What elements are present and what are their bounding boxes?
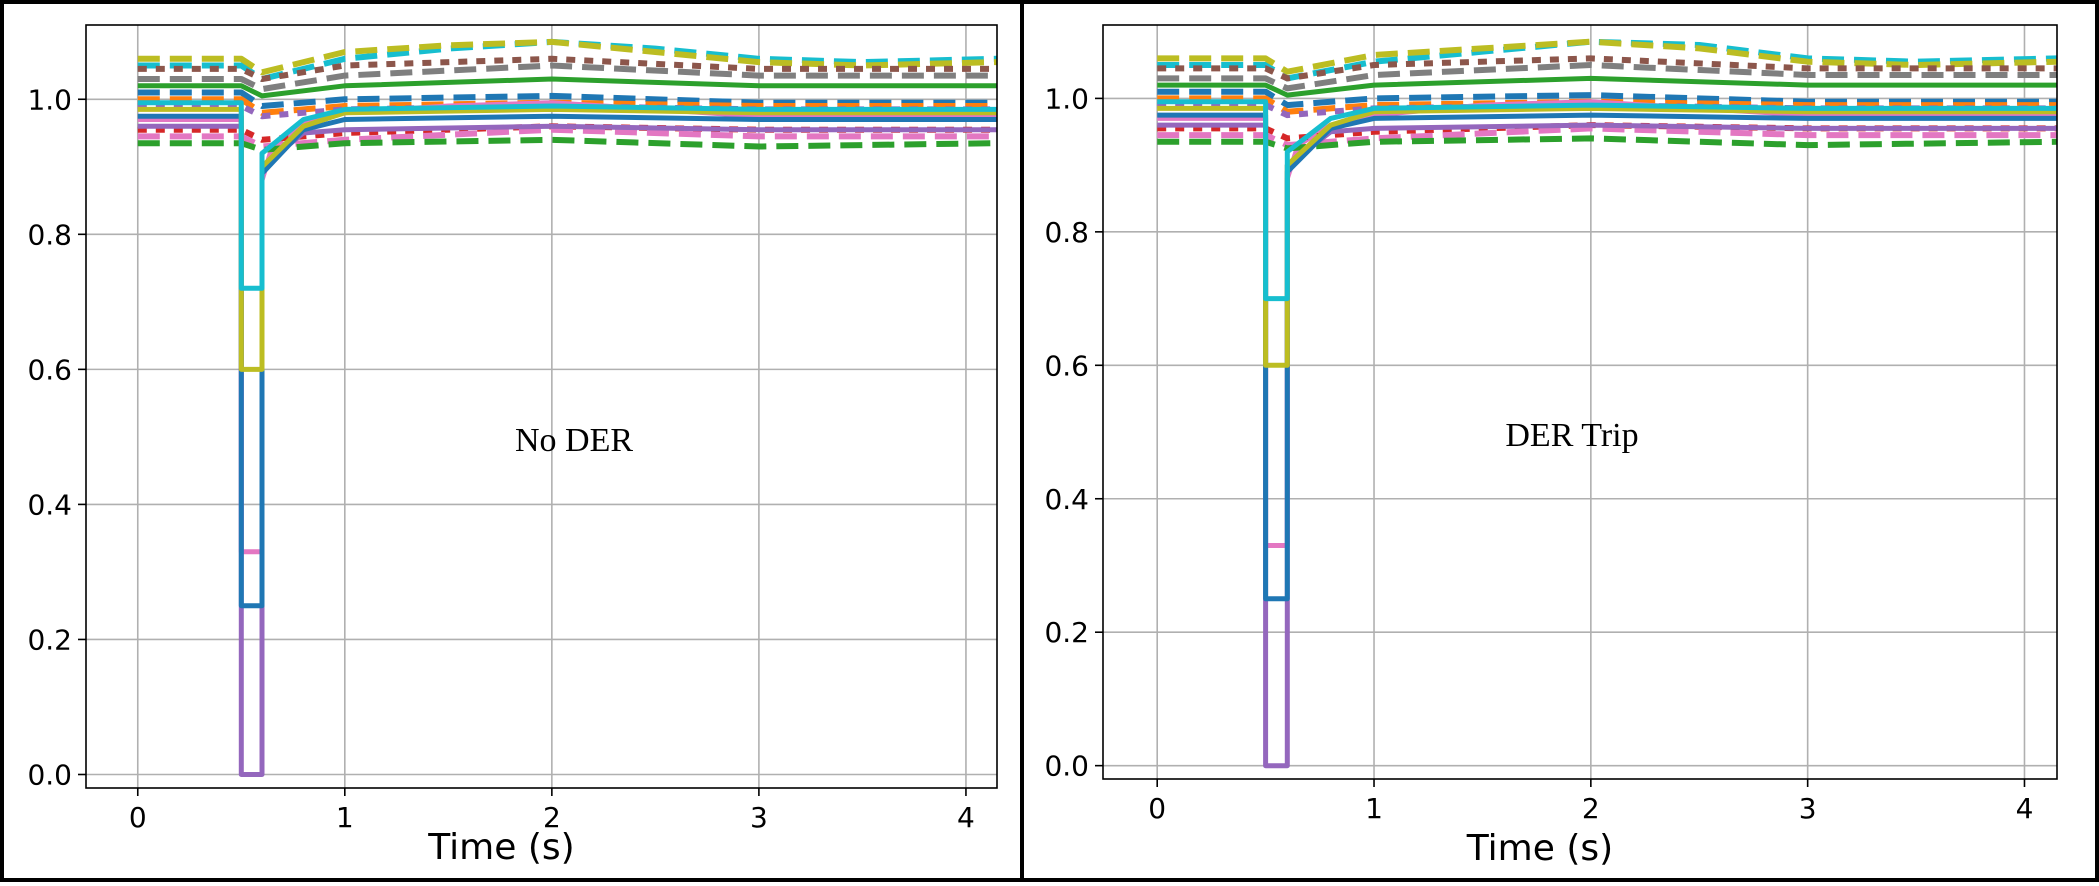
chart-0-series-5 xyxy=(137,89,997,109)
chart-0-ytick-label-2: 0.4 xyxy=(27,488,72,521)
chart-svg-der-trip: 0 1 2 3 4 0.0 0.2 0.4 0.6 0.8 1.0 Time (s) DER Trip xyxy=(1044,24,2058,869)
chart-0-xtick-label-1: 1 xyxy=(336,801,354,834)
chart-panel-no-der: 0 1 2 3 4 0.0 0.2 0.4 0.6 0.8 1.0 Time (s) No DER xyxy=(0,0,1024,882)
chart-1-series-6 xyxy=(1157,95,2057,115)
chart-1-xlabel: Time (s) xyxy=(1466,828,1613,869)
chart-0-series-6 xyxy=(137,96,997,116)
chart-1-annotation: DER Trip xyxy=(1505,417,1638,454)
chart-0-plot-frame xyxy=(85,24,998,789)
chart-1-ytick-label-0: 0.0 xyxy=(1044,750,1089,783)
chart-0-series-4 xyxy=(137,76,997,99)
chart-1-grid xyxy=(1103,25,2057,779)
chart-0-series-13 xyxy=(137,113,997,609)
chart-1-series-1 xyxy=(1157,38,2057,75)
chart-0-xlabel: Time (s) xyxy=(427,827,574,868)
chart-1-xtick-label-0: 0 xyxy=(1148,792,1166,825)
chart-0-ytick-label-0: 0.0 xyxy=(27,758,72,791)
chart-0-xtick-label-2: 2 xyxy=(543,801,561,834)
chart-1-ytick-label-5: 1.0 xyxy=(1044,82,1089,115)
chart-1-ytick-label-1: 0.2 xyxy=(1044,616,1089,649)
chart-0-ytick-label-5: 1.0 xyxy=(27,83,72,116)
chart-0-xtick-label-0: 0 xyxy=(129,801,147,834)
chart-1-xtick-label-4: 4 xyxy=(2016,792,2034,825)
chart-1-ytick-label-4: 0.8 xyxy=(1044,216,1089,249)
chart-panel-der-trip: 0 1 2 3 4 0.0 0.2 0.4 0.6 0.8 1.0 Time (s) DER Trip xyxy=(1020,0,2099,882)
chart-1-ytick-label-2: 0.4 xyxy=(1044,483,1089,516)
chart-1-series-group xyxy=(1157,38,2057,769)
chart-1-series-13 xyxy=(1157,112,2057,602)
chart-1-series-3 xyxy=(1157,62,2057,92)
chart-0-series-15 xyxy=(137,100,997,291)
chart-1-series-2 xyxy=(1157,55,2057,82)
chart-1-xtick-label-2: 2 xyxy=(1582,792,1600,825)
chart-1-series-5 xyxy=(1157,88,2057,109)
chart-0-annotation: No DER xyxy=(515,422,633,459)
chart-0-series-group xyxy=(137,38,997,777)
chart-1-xtick-label-1: 1 xyxy=(1365,792,1383,825)
chart-1-xtick-label-3: 3 xyxy=(1799,792,1817,825)
chart-1-plot-frame xyxy=(1102,24,2058,780)
chart-0-series-3 xyxy=(137,62,997,93)
chart-1-series-15 xyxy=(1157,99,2057,302)
chart-0-xtick-label-4: 4 xyxy=(957,801,975,834)
chart-0-series-1 xyxy=(137,38,997,76)
chart-0-ytick-label-1: 0.2 xyxy=(27,623,72,656)
chart-0-ytick-label-3: 0.6 xyxy=(27,353,72,386)
chart-svg-no-der: 0 1 2 3 4 0.0 0.2 0.4 0.6 0.8 1.0 Time (s) No DER xyxy=(27,24,998,868)
chart-1-ytick-label-3: 0.6 xyxy=(1044,349,1089,382)
chart-0-ytick-label-4: 0.8 xyxy=(27,218,72,251)
chart-0-xtick-label-3: 3 xyxy=(750,801,768,834)
chart-1-series-4 xyxy=(1157,75,2057,98)
